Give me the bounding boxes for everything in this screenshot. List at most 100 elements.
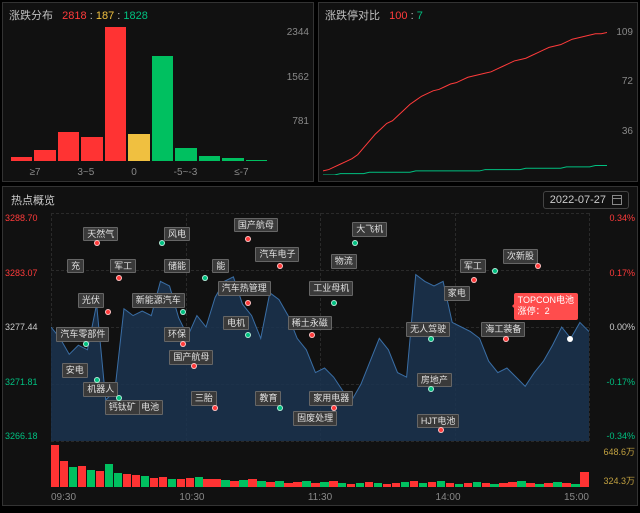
vol-bar — [284, 483, 292, 487]
hot-tag[interactable]: 房地产 — [417, 373, 452, 388]
vol-bar — [78, 466, 86, 487]
hot-left-tick: 3271.81 — [5, 377, 49, 387]
vol-bar — [347, 484, 355, 487]
dist-bar — [11, 157, 32, 161]
vol-bar — [499, 483, 507, 487]
hot-tag[interactable]: 工业母机 — [309, 281, 353, 296]
tooltip-line2: 涨停：2 — [518, 306, 574, 318]
vol-bar — [203, 479, 211, 487]
vol-bar — [186, 478, 194, 487]
hot-tag[interactable]: 机器人 — [83, 382, 118, 397]
hot-left-tick: 3266.18 — [5, 431, 49, 441]
vol-bar — [168, 479, 176, 487]
hot-dot[interactable] — [180, 309, 186, 315]
hot-dot[interactable] — [116, 395, 122, 401]
vol-bar — [526, 483, 534, 487]
hotspot-header: 热点概览 2022-07-27 — [3, 187, 637, 213]
hot-tag[interactable]: 海工装备 — [481, 322, 525, 337]
hot-dot[interactable] — [180, 341, 186, 347]
hot-right-tick: 0.00% — [591, 322, 635, 332]
dist-bar — [34, 150, 55, 161]
hot-dot[interactable] — [105, 309, 111, 315]
hot-tag[interactable]: 稀土永磁 — [288, 316, 332, 331]
vol-max: 648.6万 — [591, 445, 635, 458]
limit-ytick: 72 — [616, 76, 633, 87]
hot-dot[interactable] — [309, 332, 315, 338]
hot-dot[interactable] — [245, 236, 251, 242]
distribution-title: 涨跌分布 2818 : 187 : 1828 — [3, 3, 313, 27]
hot-tag[interactable]: 三胎 — [191, 391, 217, 406]
hot-tag[interactable]: 钙钛矿 — [105, 400, 140, 415]
distribution-xaxis: ≥73~50-5~-3≤-7 — [11, 167, 267, 178]
dist-bar — [105, 27, 126, 161]
hot-dot[interactable] — [428, 386, 434, 392]
hot-dot[interactable] — [492, 268, 498, 274]
hot-tag[interactable]: 光伏 — [78, 293, 104, 308]
calendar-icon — [612, 195, 622, 205]
vol-bar — [212, 479, 220, 487]
hot-tag[interactable]: 新能源汽车 — [132, 293, 185, 308]
vol-bar — [374, 483, 382, 487]
hot-tag[interactable]: 次新股 — [503, 249, 538, 264]
vol-bar — [455, 484, 463, 487]
hot-dot[interactable] — [331, 300, 337, 306]
hot-dot[interactable] — [471, 277, 477, 283]
hot-tag[interactable]: 国产航母 — [169, 350, 213, 365]
vol-bar — [329, 481, 337, 487]
hot-tag[interactable]: 教育 — [255, 391, 281, 406]
hot-tag[interactable]: 家用电器 — [309, 391, 353, 406]
hot-dot[interactable] — [277, 405, 283, 411]
date-picker[interactable]: 2022-07-27 — [543, 191, 629, 209]
hot-tag[interactable]: 天然气 — [83, 227, 118, 242]
hot-dot[interactable] — [116, 275, 122, 281]
hot-tag[interactable]: 电机 — [223, 316, 249, 331]
hot-tag[interactable]: 军工 — [110, 259, 136, 274]
hot-dot[interactable] — [245, 300, 251, 306]
hot-tag[interactable]: 风电 — [164, 227, 190, 242]
limit-title-label: 涨跌停对比 — [325, 10, 380, 22]
vol-bar — [365, 482, 373, 487]
vol-bar — [293, 482, 301, 487]
vol-bar — [571, 484, 579, 487]
hot-tag[interactable]: 汽车热管理 — [218, 281, 271, 296]
dist-xtick: -5~-3 — [174, 167, 198, 178]
hot-dot[interactable] — [212, 405, 218, 411]
hotspot-chart-area[interactable]: 天然气风电国产航母大飞机充军工储能能汽车电子物流光伏新能源汽车汽车热管理工业母机… — [51, 213, 589, 441]
hot-tag[interactable]: 物流 — [331, 254, 357, 269]
hot-tag[interactable]: 充 — [67, 259, 84, 274]
hot-dot[interactable] — [245, 332, 251, 338]
hot-tag[interactable]: 国产航母 — [234, 218, 278, 233]
hot-tag[interactable]: 能 — [212, 259, 229, 274]
vol-bar — [562, 483, 570, 487]
hotspot-title: 热点概览 — [11, 192, 55, 208]
hot-dot[interactable] — [331, 405, 337, 411]
vol-bar — [517, 481, 525, 487]
hot-dot[interactable] — [202, 275, 208, 281]
hot-tag[interactable]: 大飞机 — [352, 222, 387, 237]
hot-tag[interactable]: 无人驾驶 — [406, 322, 450, 337]
hot-dot[interactable] — [83, 341, 89, 347]
hot-left-tick: 3283.07 — [5, 268, 49, 278]
hot-tag[interactable]: 储能 — [164, 259, 190, 274]
limit-panel: 涨跌停对比 100 : 7 1097236 — [318, 2, 638, 182]
hot-tag[interactable]: 固废处理 — [293, 411, 337, 426]
time-tick: 14:00 — [436, 492, 461, 503]
hot-dot[interactable] — [503, 336, 509, 342]
dist-ytick: 2344 — [287, 27, 309, 38]
hot-tag[interactable]: HJT电池 — [417, 414, 460, 429]
hot-tag[interactable]: 家电 — [444, 286, 470, 301]
hot-tag[interactable]: 军工 — [460, 259, 486, 274]
dist-bar — [199, 156, 220, 161]
hot-tag[interactable]: 汽车零部件 — [56, 327, 109, 342]
hot-dot[interactable] — [159, 240, 165, 246]
vol-bar — [230, 481, 238, 487]
vol-bar — [482, 483, 490, 487]
time-tick: 10:30 — [179, 492, 204, 503]
vol-mid: 324.3万 — [591, 474, 635, 487]
hot-dot[interactable] — [428, 336, 434, 342]
vol-bar — [338, 483, 346, 487]
hot-tag[interactable]: 环保 — [164, 327, 190, 342]
hot-tag[interactable]: 安电 — [62, 363, 88, 378]
hot-tag[interactable]: 汽车电子 — [255, 247, 299, 262]
hot-tag[interactable]: 电池 — [137, 400, 163, 415]
